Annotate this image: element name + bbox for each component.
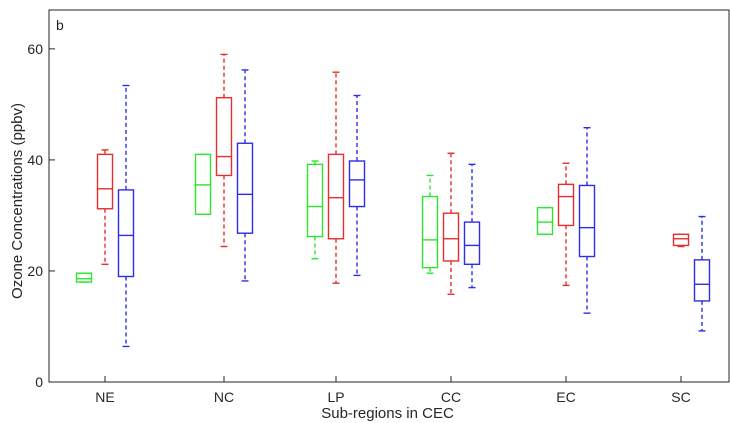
box-cc-series-3 [463, 163, 481, 289]
series-3-boxes [117, 69, 711, 348]
panel-label: b [56, 17, 64, 33]
iqr-box [672, 233, 690, 247]
box-ne-series-3 [117, 84, 135, 348]
box-sc-series-3 [693, 215, 711, 332]
box-ne-series-1 [75, 272, 93, 283]
box-ec-series-2 [557, 162, 575, 287]
x-tick-label: LP [327, 389, 344, 405]
box-nc-series-1 [194, 153, 212, 216]
box-nc-series-2 [215, 53, 233, 248]
series-2-boxes [96, 53, 690, 295]
box-cc-series-2 [442, 152, 460, 295]
x-tick-label: CC [441, 389, 461, 405]
box-cc-series-1 [421, 174, 439, 274]
box-lp-series-3 [348, 94, 366, 277]
x-tick-label: EC [556, 389, 575, 405]
x-tick-label: NC [214, 389, 234, 405]
y-tick-label: 0 [35, 374, 43, 390]
iqr-box [96, 153, 114, 210]
iqr-box [117, 189, 135, 278]
iqr-box [693, 259, 711, 302]
box-lp-series-2 [327, 71, 345, 284]
iqr-box [442, 212, 460, 262]
box-ec-series-1 [536, 206, 554, 236]
iqr-box [348, 160, 366, 208]
iqr-box [236, 142, 254, 234]
x-tick-label: SC [671, 389, 690, 405]
iqr-box [327, 153, 345, 240]
plot-frame [48, 9, 730, 383]
iqr-box [536, 206, 554, 236]
x-axis: NE NC LP CC EC SC [95, 376, 691, 405]
y-axis: 0 20 40 60 [27, 41, 55, 390]
box-sc-series-2 [672, 233, 690, 248]
iqr-box [306, 163, 324, 238]
iqr-box [578, 184, 596, 258]
iqr-box [421, 195, 439, 269]
box-ne-series-2 [96, 149, 114, 265]
series-1-boxes [75, 153, 554, 283]
y-tick-label: 60 [27, 41, 43, 57]
y-tick-label: 20 [27, 263, 43, 279]
box-lp-series-1 [306, 160, 324, 260]
iqr-box [215, 97, 233, 177]
box-ec-series-3 [578, 127, 596, 314]
y-axis-label: Ozone Concentrations (ppbv) [9, 103, 26, 299]
iqr-box [75, 272, 93, 283]
boxes-layer [75, 53, 711, 348]
x-tick-label: NE [95, 389, 114, 405]
y-tick-label: 40 [27, 152, 43, 168]
iqr-box [463, 221, 481, 265]
iqr-box [557, 183, 575, 227]
x-axis-label: Sub-regions in CEC [321, 405, 454, 422]
box-nc-series-3 [236, 69, 254, 282]
